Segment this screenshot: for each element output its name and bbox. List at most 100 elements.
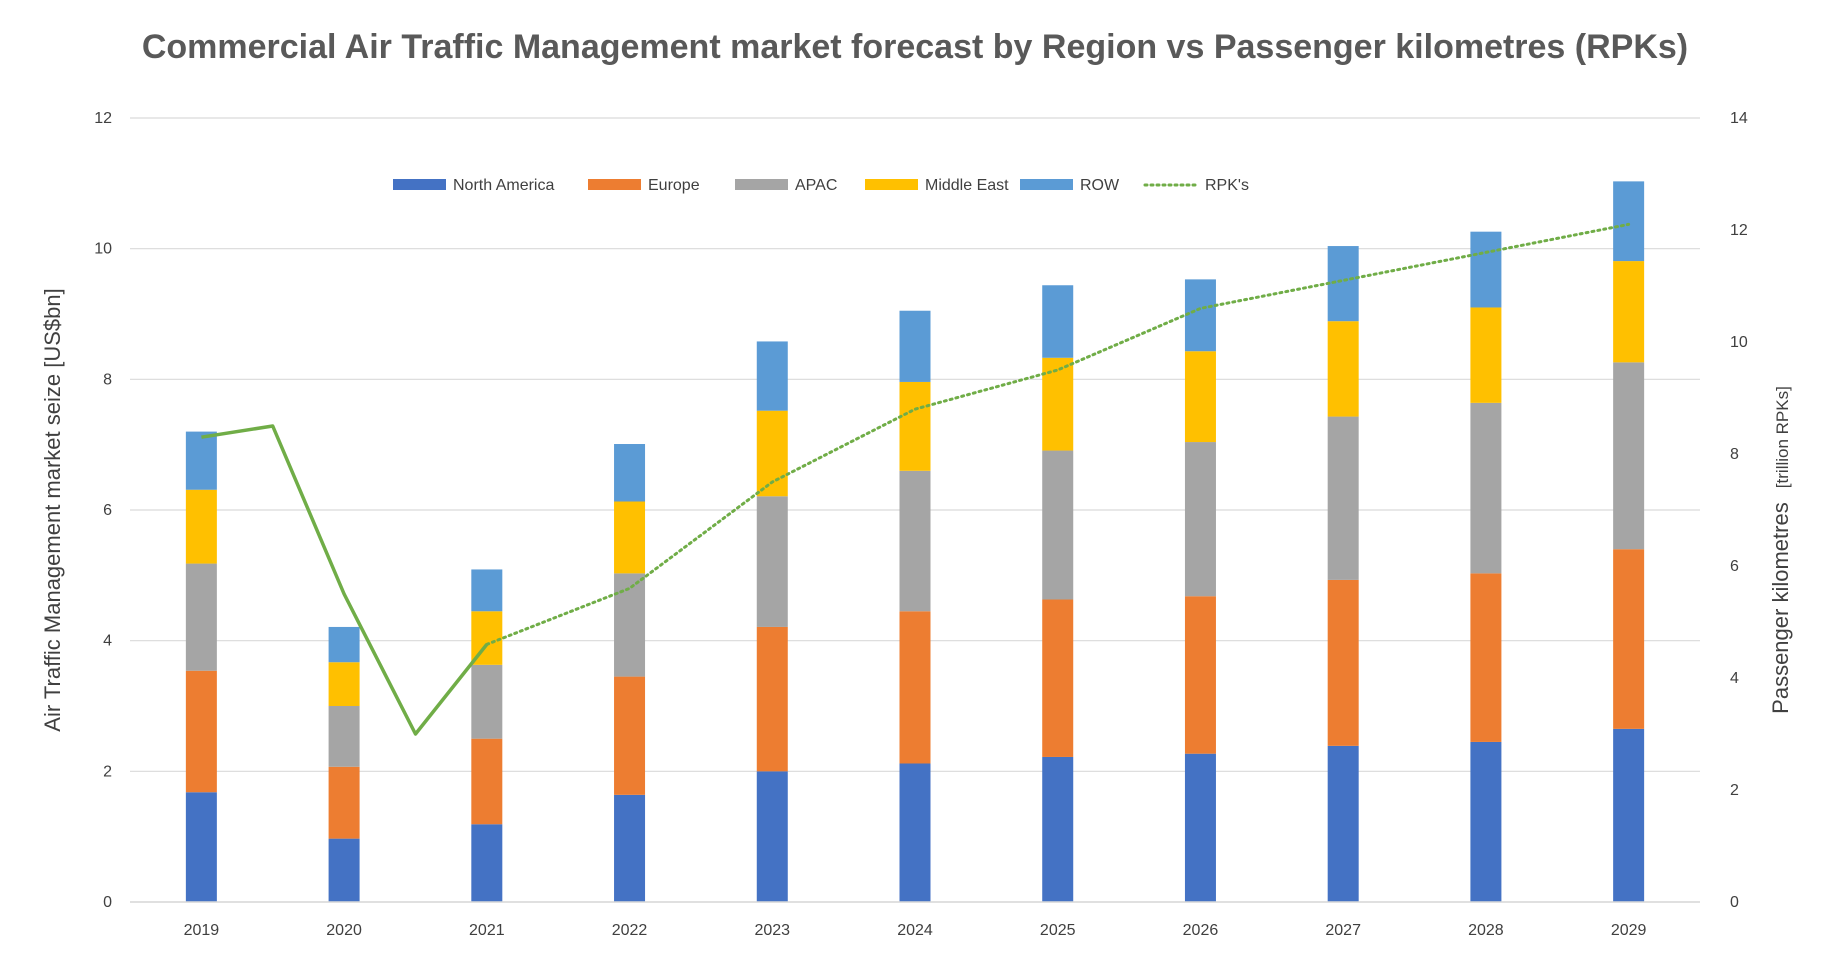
legend-item-rpks: RPK's: [1143, 177, 1249, 194]
bar-apac-2020: [328, 706, 360, 767]
bar-europe-2022: [614, 676, 646, 795]
bar-north-america-2028: [1470, 741, 1502, 902]
y2-tick-label: 0: [1730, 894, 1739, 911]
bar-europe-2025: [1042, 599, 1074, 757]
y2-tick-label: 12: [1730, 222, 1748, 239]
chart-title: Commercial Air Traffic Management market…: [142, 28, 1688, 66]
x-tick-label: 2026: [1183, 922, 1219, 939]
y2-tick-label: 4: [1730, 670, 1739, 687]
y-tick-label: 12: [94, 110, 112, 127]
y2-axis-title: Passenger kilometres [trillion RPKs]: [1768, 386, 1793, 714]
legend-swatch: [393, 179, 446, 190]
bar-apac-2023: [756, 496, 788, 627]
y2-tick-label: 14: [1730, 110, 1748, 127]
y2-tick-label: 2: [1730, 782, 1739, 799]
y2-tick-label: 10: [1730, 334, 1748, 351]
bar-north-america-2022: [614, 794, 646, 902]
bar-europe-2019: [185, 670, 217, 793]
bar-middle-east-2029: [1613, 261, 1645, 363]
bar-north-america-2019: [185, 792, 217, 902]
x-tick-label: 2019: [184, 922, 220, 939]
bar-row-2025: [1042, 285, 1074, 358]
legend: North America Europe APAC Middle East ROW RPK…: [393, 177, 1249, 194]
bar-row-2029: [1613, 181, 1645, 262]
bar-middle-east-2024: [899, 381, 931, 471]
bar-row-2021: [471, 569, 503, 612]
bar-north-america-2024: [899, 763, 931, 902]
legend-label: RPK's: [1205, 177, 1249, 194]
x-tick-label: 2022: [612, 922, 648, 939]
x-tick-label: 2029: [1611, 922, 1647, 939]
bar-apac-2021: [471, 664, 503, 739]
legend-swatch: [588, 179, 641, 190]
bar-north-america-2025: [1042, 756, 1074, 902]
legend-label: North America: [453, 177, 554, 194]
x-tick-label: 2020: [326, 922, 362, 939]
bar-row-2026: [1184, 279, 1216, 352]
bar-north-america-2023: [756, 771, 788, 902]
legend-swatch: [735, 179, 788, 190]
y-tick-label: 6: [103, 502, 112, 519]
bar-row-2022: [614, 444, 646, 502]
bar-middle-east-2022: [614, 501, 646, 574]
bar-europe-2020: [328, 766, 360, 839]
bar-apac-2029: [1613, 362, 1645, 550]
y-tick-label: 4: [103, 633, 112, 650]
x-tick-label: 2024: [897, 922, 933, 939]
bar-europe-2028: [1470, 573, 1502, 742]
bar-europe-2023: [756, 626, 788, 772]
legend-item-row: ROW: [1020, 177, 1120, 194]
bars: [185, 181, 1645, 902]
legend-label: APAC: [795, 177, 837, 194]
legend-item-north-america: North America: [393, 177, 554, 194]
bar-middle-east-2028: [1470, 307, 1502, 403]
bar-row-2028: [1470, 231, 1502, 308]
bar-apac-2022: [614, 573, 646, 677]
bar-row-2019: [185, 431, 217, 490]
axes: 0 2 4 6 8 10 12 0 2 4 6 8 10 12 14 2019 2020 2021 2022 2023…: [94, 110, 1748, 939]
x-tick-label: 2021: [469, 922, 505, 939]
legend-swatch: [865, 179, 918, 190]
x-tick-label: 2023: [754, 922, 790, 939]
x-tick-label: 2028: [1468, 922, 1504, 939]
rpk-line-solid: [201, 424, 489, 736]
legend-label: Europe: [648, 177, 700, 194]
legend-label: Middle East: [925, 177, 1009, 194]
x-tick-label: 2027: [1325, 922, 1361, 939]
bar-apac-2024: [899, 470, 931, 612]
legend-label: ROW: [1080, 177, 1120, 194]
y-tick-label: 2: [103, 763, 112, 780]
bar-north-america-2021: [471, 824, 503, 902]
bar-apac-2025: [1042, 450, 1074, 600]
bar-north-america-2026: [1184, 753, 1216, 902]
bar-europe-2027: [1327, 579, 1359, 746]
bar-middle-east-2026: [1184, 351, 1216, 443]
legend-swatch: [1020, 179, 1073, 190]
y-axis-title: Air Traffic Management market seize [US$…: [40, 288, 65, 731]
bar-europe-2021: [471, 738, 503, 825]
bar-north-america-2020: [328, 838, 360, 902]
bar-europe-2026: [1184, 596, 1216, 754]
y-tick-label: 10: [94, 241, 112, 258]
legend-item-apac: APAC: [735, 177, 837, 194]
bar-apac-2028: [1470, 402, 1502, 574]
bar-europe-2024: [899, 611, 931, 764]
x-tick-label: 2025: [1040, 922, 1076, 939]
y2-tick-label: 6: [1730, 558, 1739, 575]
y2-axis-title-unit: [trillion RPKs]: [1773, 386, 1792, 488]
y-tick-label: 8: [103, 371, 112, 388]
bar-north-america-2029: [1613, 728, 1645, 902]
bar-row-2024: [899, 310, 931, 382]
bar-north-america-2027: [1327, 745, 1359, 902]
bar-row-2020: [328, 626, 360, 663]
bar-middle-east-2020: [328, 662, 360, 706]
bar-row-2023: [756, 341, 788, 411]
y2-tick-label: 8: [1730, 446, 1739, 463]
rpk-line: [201, 222, 1631, 736]
y-tick-label: 0: [103, 894, 112, 911]
bar-middle-east-2025: [1042, 357, 1074, 451]
rpk-line-dotted: [485, 222, 1631, 646]
bar-apac-2026: [1184, 442, 1216, 597]
